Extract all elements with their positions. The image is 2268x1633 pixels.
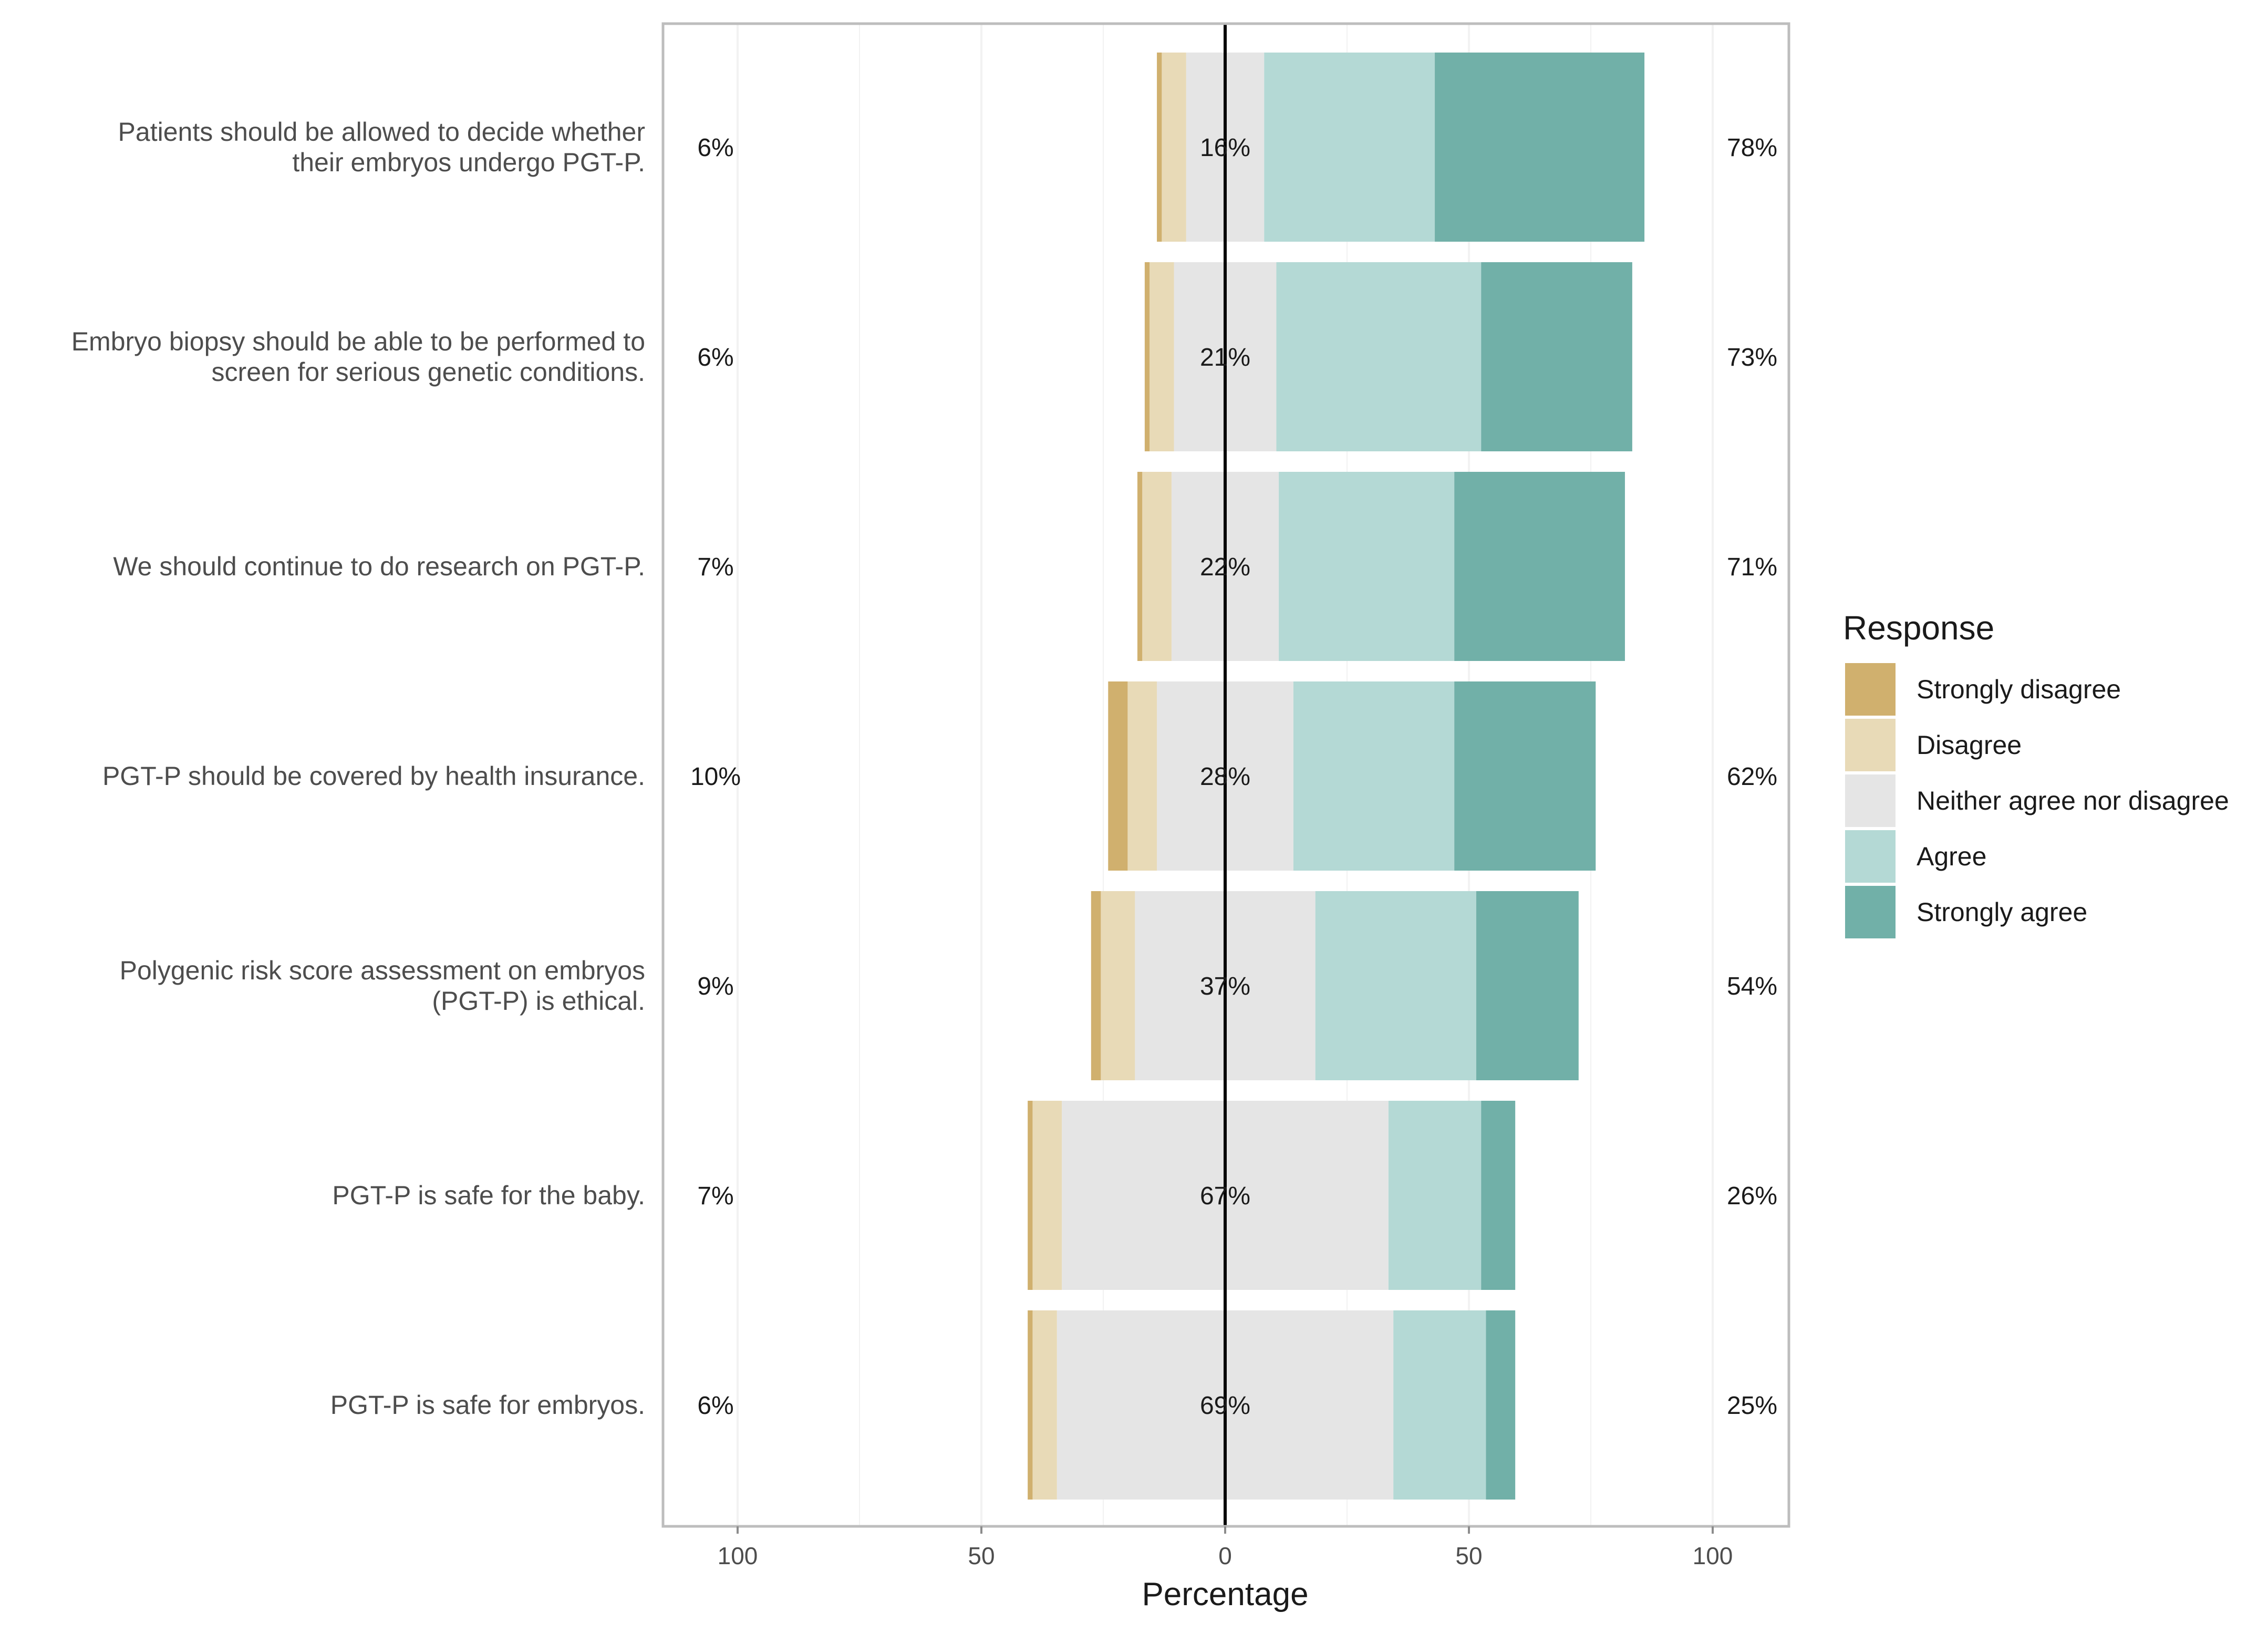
legend-swatch <box>1845 886 1896 938</box>
right-percent-label: 25% <box>1727 1392 1777 1420</box>
bar-segment-disagree <box>1149 262 1174 451</box>
center-percent-label: 22% <box>1200 553 1250 581</box>
bar-segment-strongly-agree <box>1481 1101 1516 1290</box>
center-percent-label: 37% <box>1200 973 1250 1000</box>
x-tick-label: 0 <box>1218 1542 1232 1569</box>
category-labels: Patients should be allowed to decide whe… <box>71 117 645 1420</box>
left-percent-label: 10% <box>690 763 741 791</box>
left-percent-label: 6% <box>697 344 733 371</box>
bar-segment-strongly-agree <box>1481 262 1632 451</box>
right-percent-label: 73% <box>1727 344 1777 371</box>
legend-swatch <box>1845 719 1896 771</box>
legend-label: Disagree <box>1917 730 2022 760</box>
category-label-line: their embryos undergo PGT-P. <box>292 148 645 177</box>
left-percent-labels: 6% 6% 7% 10% 9% 7% 6% <box>690 134 741 1420</box>
center-percent-label: 16% <box>1200 134 1250 162</box>
category-label-line: Polygenic risk score assessment on embry… <box>120 956 645 985</box>
category-label-line: PGT-P is safe for the baby. <box>332 1181 645 1210</box>
bar-segment-agree <box>1315 891 1476 1080</box>
left-percent-label: 9% <box>697 973 733 1000</box>
category-label: Patients should be allowed to decide whe… <box>118 117 645 177</box>
bar-segment-strongly-agree <box>1454 472 1625 661</box>
bar-segment-disagree <box>1162 53 1186 242</box>
category-label-line: PGT-P should be covered by health insura… <box>102 761 645 791</box>
category-label: PGT-P should be covered by health insura… <box>102 761 645 791</box>
center-percent-label: 28% <box>1200 763 1250 791</box>
center-percent-labels: 16% 21% 22% 28% 37% 67% 69% <box>1200 134 1250 1420</box>
bar-segment-strongly-disagree <box>1144 262 1150 451</box>
x-tick-label: 50 <box>968 1542 995 1569</box>
left-percent-label: 7% <box>697 1182 733 1210</box>
right-percent-label: 54% <box>1727 973 1777 1000</box>
bar-segment-disagree <box>1101 891 1135 1080</box>
category-label-line: (PGT-P) is ethical. <box>432 986 645 1016</box>
legend-label: Strongly disagree <box>1917 675 2121 704</box>
center-percent-label: 21% <box>1200 344 1250 371</box>
bar-segment-agree <box>1279 472 1455 661</box>
bar-segment-disagree <box>1142 472 1172 661</box>
category-label-line: We should continue to do research on PGT… <box>113 552 645 581</box>
bar-segment-agree <box>1393 1310 1486 1500</box>
category-label-line: screen for serious genetic conditions. <box>212 357 645 387</box>
legend-swatch <box>1845 663 1896 716</box>
left-percent-label: 7% <box>697 553 733 581</box>
category-label-line: Embryo biopsy should be able to be perfo… <box>71 327 645 356</box>
bar-segment-disagree <box>1127 681 1157 871</box>
bar-segment-strongly-agree <box>1454 681 1596 871</box>
legend-label: Agree <box>1917 842 1986 871</box>
bar-segment-strongly-disagree <box>1108 681 1128 871</box>
bar-segment-disagree <box>1032 1101 1062 1290</box>
category-label-line: Patients should be allowed to decide whe… <box>118 117 645 147</box>
bar-segment-strongly-disagree <box>1028 1310 1033 1500</box>
category-label: PGT-P is safe for the baby. <box>332 1181 645 1210</box>
legend-label: Strongly agree <box>1917 897 2087 927</box>
x-axis: 100 50 0 50 100 <box>718 1526 1733 1569</box>
right-percent-label: 78% <box>1727 134 1777 162</box>
bar-segment-strongly-disagree <box>1137 472 1143 661</box>
right-percent-label: 26% <box>1727 1182 1777 1210</box>
right-percent-label: 62% <box>1727 763 1777 791</box>
bar-segment-strongly-disagree <box>1157 53 1162 242</box>
bar-segment-agree <box>1264 53 1435 242</box>
legend-swatch <box>1845 774 1896 827</box>
bar-segment-strongly-agree <box>1486 1310 1516 1500</box>
bar-segment-agree <box>1293 681 1455 871</box>
center-percent-label: 69% <box>1200 1392 1250 1420</box>
legend-swatch <box>1845 830 1896 883</box>
right-percent-labels: 78% 73% 71% 62% 54% 26% 25% <box>1727 134 1777 1420</box>
right-percent-label: 71% <box>1727 553 1777 581</box>
legend-title: Response <box>1843 609 1994 647</box>
x-tick-label: 100 <box>1693 1542 1733 1569</box>
category-label-line: PGT-P is safe for embryos. <box>330 1390 645 1420</box>
bar-segment-agree <box>1388 1101 1482 1290</box>
bar-segment-strongly-disagree <box>1028 1101 1033 1290</box>
category-label: Embryo biopsy should be able to be perfo… <box>71 327 645 387</box>
category-label: We should continue to do research on PGT… <box>113 552 645 581</box>
bar-segment-agree <box>1276 262 1482 451</box>
legend-label: Neither agree nor disagree <box>1917 786 2229 815</box>
x-axis-title: Percentage <box>1142 1576 1308 1613</box>
bar-segment-disagree <box>1032 1310 1057 1500</box>
x-tick-label: 50 <box>1455 1542 1482 1569</box>
bar-segment-strongly-disagree <box>1091 891 1101 1080</box>
bar-segment-strongly-agree <box>1435 53 1645 242</box>
legend: Response Strongly disagree Disagree Neithe… <box>1843 609 2229 938</box>
left-percent-label: 6% <box>697 1392 733 1420</box>
center-percent-label: 67% <box>1200 1182 1250 1210</box>
bar-segment-strongly-agree <box>1476 891 1579 1080</box>
x-tick-label: 100 <box>718 1542 758 1569</box>
left-percent-label: 6% <box>697 134 733 162</box>
category-label: PGT-P is safe for embryos. <box>330 1390 645 1420</box>
category-label: Polygenic risk score assessment on embry… <box>120 956 645 1016</box>
